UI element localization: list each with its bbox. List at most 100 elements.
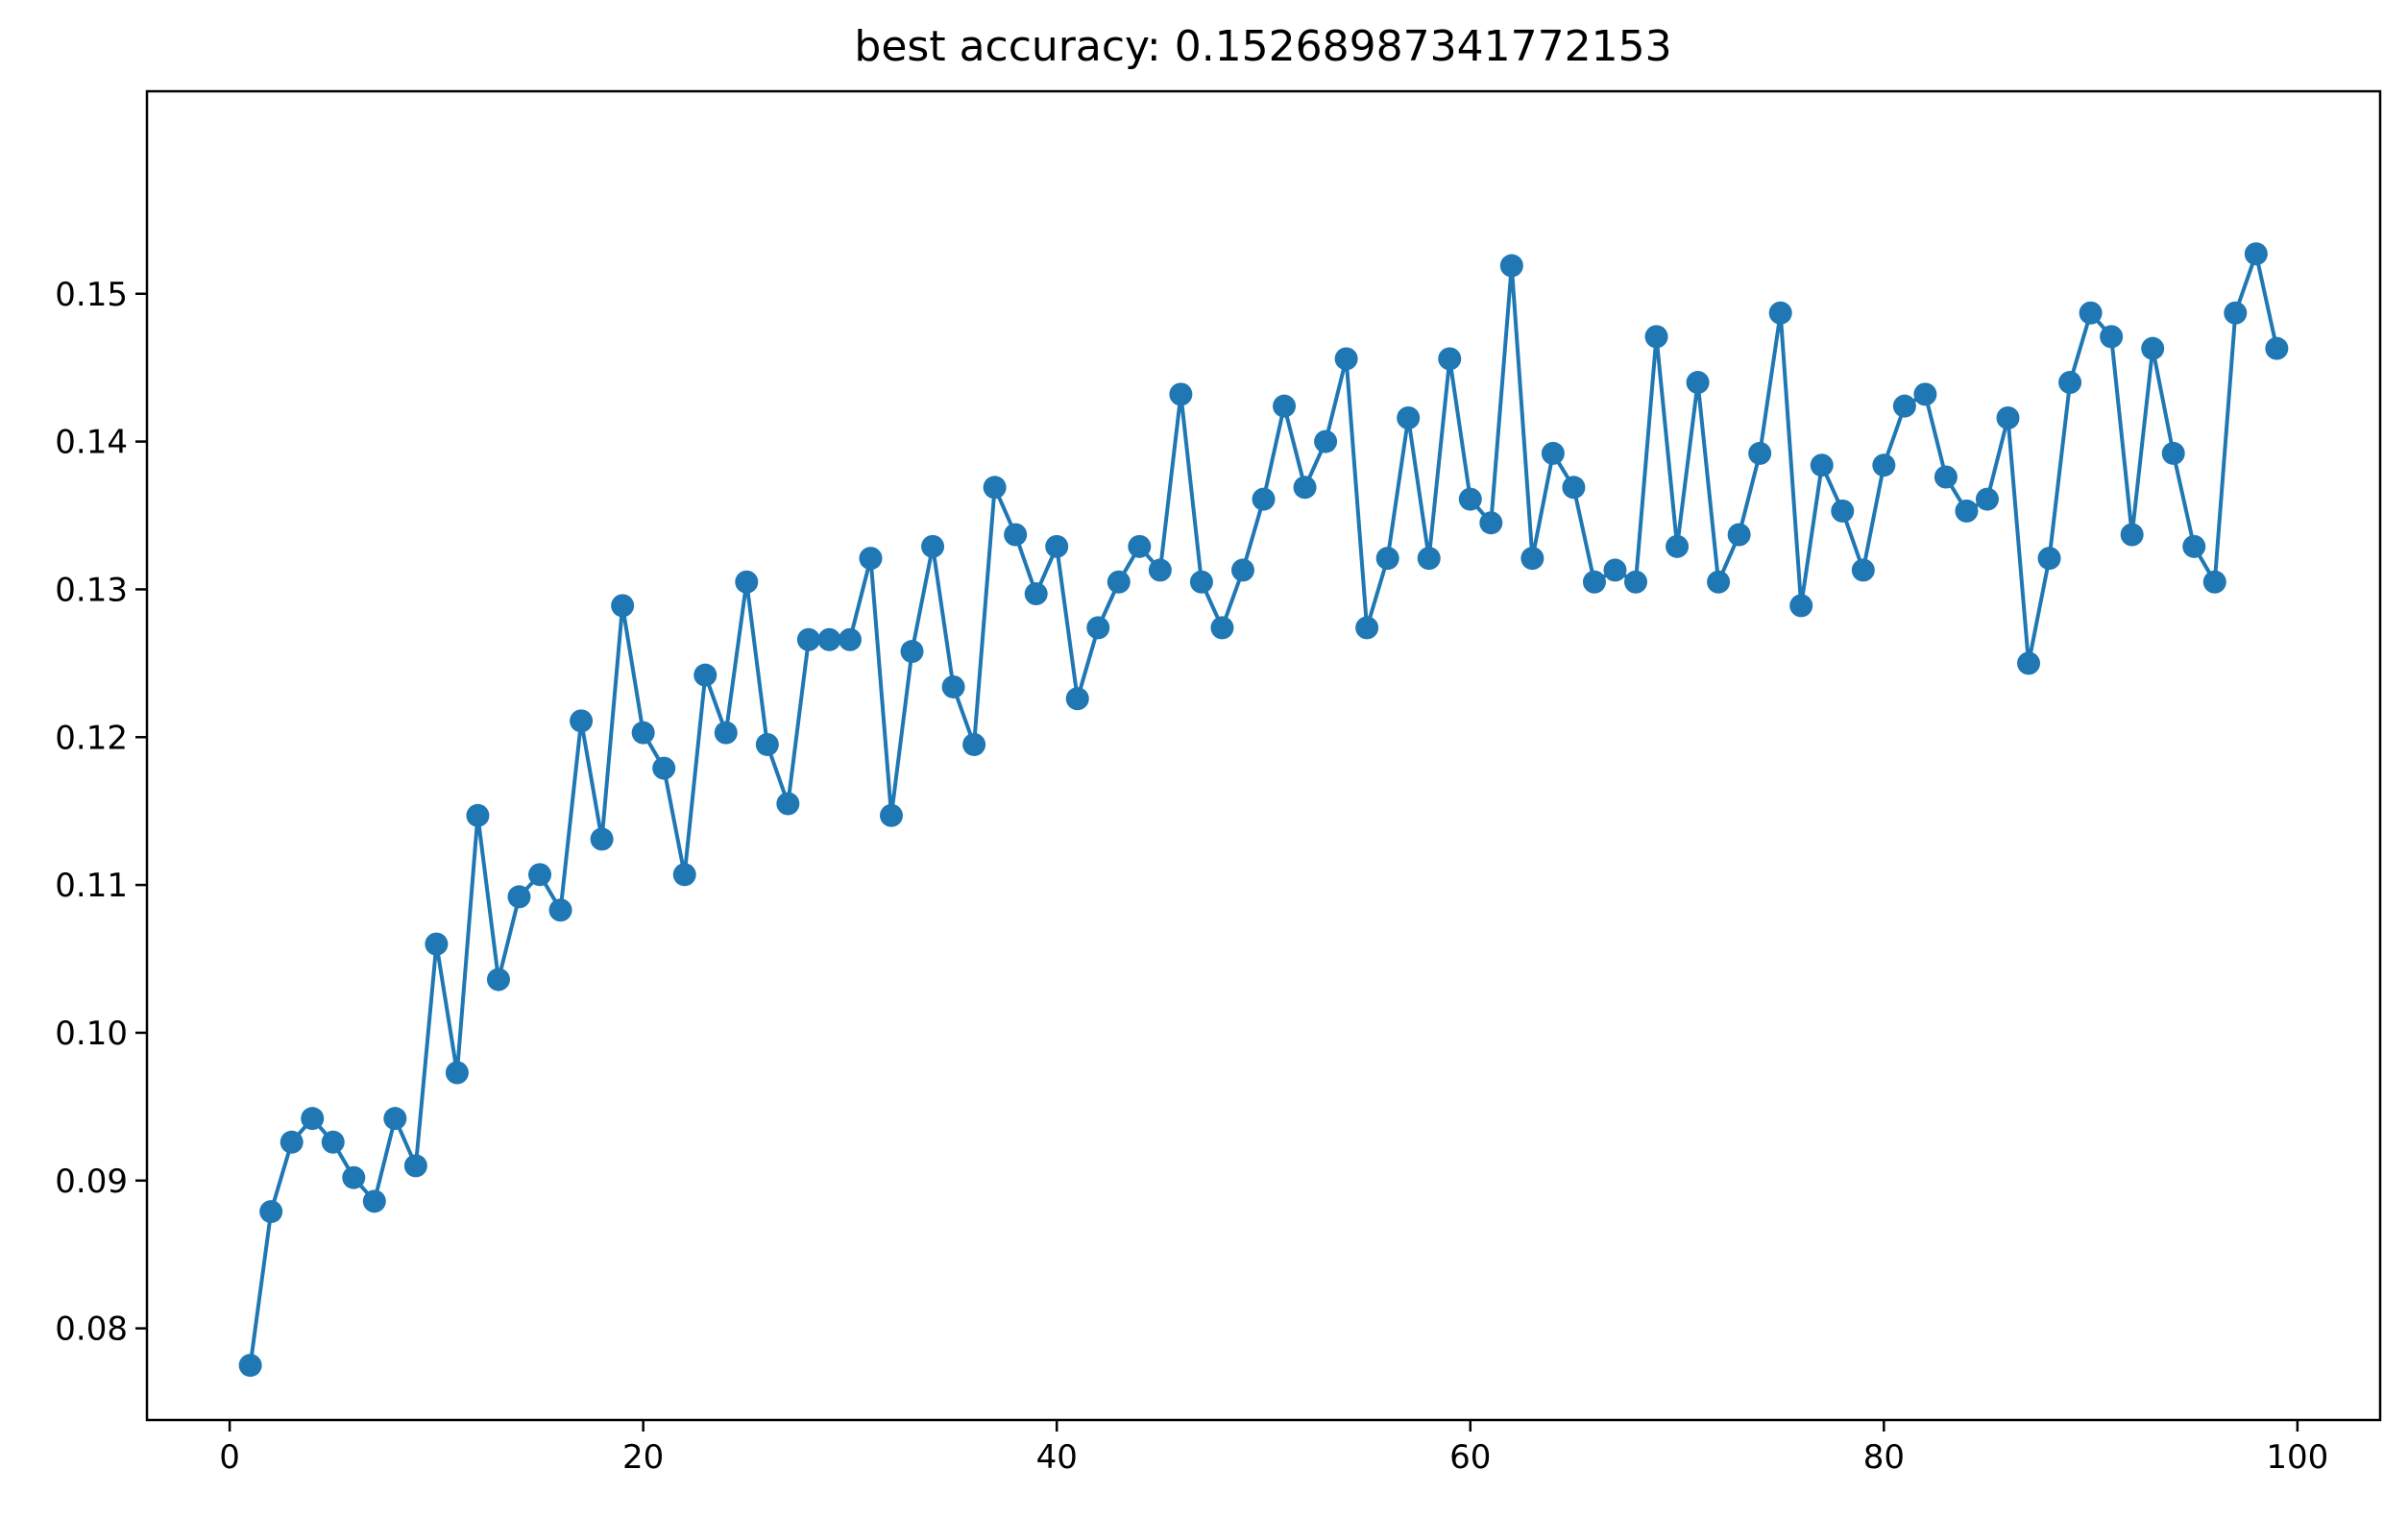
data-point xyxy=(611,594,635,618)
data-point xyxy=(652,756,676,780)
data-point xyxy=(1913,382,1937,406)
data-point xyxy=(2224,301,2248,325)
data-point xyxy=(1458,487,1482,511)
data-point xyxy=(1748,441,1772,465)
data-point xyxy=(1438,347,1462,371)
data-point xyxy=(1831,499,1855,523)
data-point xyxy=(1996,405,2020,429)
data-point xyxy=(1934,465,1958,489)
data-point xyxy=(2161,441,2185,465)
data-point xyxy=(445,1061,469,1085)
data-point xyxy=(238,1354,262,1378)
data-point xyxy=(301,1107,325,1131)
data-point xyxy=(1004,523,1028,547)
axes-frame xyxy=(145,89,2382,1422)
data-point xyxy=(2079,301,2103,325)
data-point xyxy=(796,627,820,651)
x-tick-label: 100 xyxy=(2266,1438,2328,1477)
data-point xyxy=(921,534,945,558)
y-tick-label: 0.12 xyxy=(55,719,128,757)
data-point xyxy=(1975,487,1999,511)
data-point xyxy=(1065,687,1089,711)
data-point xyxy=(1086,616,1110,640)
data-point xyxy=(590,827,614,851)
data-point xyxy=(342,1165,366,1189)
data-point xyxy=(1851,558,1875,582)
data-point xyxy=(259,1200,283,1224)
data-point xyxy=(1479,511,1503,535)
data-point xyxy=(735,570,759,594)
data-point xyxy=(1334,347,1358,371)
y-tick-label: 0.13 xyxy=(55,571,128,609)
y-tick-label: 0.15 xyxy=(55,276,128,314)
y-tick-label: 0.10 xyxy=(55,1015,128,1053)
data-point xyxy=(1148,558,1172,582)
data-point xyxy=(528,863,552,887)
data-point xyxy=(2100,325,2124,349)
data-point xyxy=(1541,441,1565,465)
data-point xyxy=(1562,476,1586,500)
x-tick-label: 40 xyxy=(1036,1438,1078,1477)
data-point xyxy=(1355,616,1379,640)
data-point xyxy=(776,792,800,816)
data-point xyxy=(755,732,779,756)
data-point xyxy=(1024,582,1048,606)
data-point xyxy=(1955,499,1979,523)
y-tick-label: 0.11 xyxy=(55,867,128,905)
data-point xyxy=(466,803,490,827)
data-point xyxy=(2037,547,2061,571)
data-point xyxy=(1417,547,1441,571)
data-point xyxy=(672,863,696,887)
data-point xyxy=(941,674,965,698)
data-point xyxy=(1872,453,1896,477)
series-line xyxy=(248,246,2279,1366)
data-point xyxy=(1520,547,1545,571)
data-point xyxy=(1686,371,1710,395)
data-point xyxy=(362,1189,386,1213)
data-point xyxy=(383,1107,407,1131)
y-tick-label: 0.08 xyxy=(55,1310,128,1349)
data-point xyxy=(1210,616,1234,640)
y-tick-label: 0.14 xyxy=(55,424,128,462)
data-point xyxy=(1189,570,1213,594)
data-point xyxy=(1624,570,1647,594)
data-point xyxy=(1892,394,1916,418)
data-point xyxy=(1789,594,1813,618)
data-point xyxy=(425,932,449,956)
data-point xyxy=(859,547,883,571)
data-point xyxy=(693,663,718,687)
data-point xyxy=(1293,476,1317,500)
data-point xyxy=(1810,453,1834,477)
data-point xyxy=(1252,487,1276,511)
data-point xyxy=(2141,336,2165,360)
y-axis: 0.08 0.09 0.10 0.11 0.12 0.13 0.14 0.15 xyxy=(55,276,147,1349)
chart-title: best accuracy: 0.15268987341772153 xyxy=(854,22,1671,71)
x-tick-label: 20 xyxy=(622,1438,664,1477)
data-point xyxy=(1045,534,1069,558)
data-point xyxy=(1582,570,1606,594)
y-tick-label: 0.09 xyxy=(55,1163,128,1201)
x-tick-label: 80 xyxy=(1863,1438,1905,1477)
data-point xyxy=(900,640,924,664)
data-point xyxy=(1169,382,1193,406)
data-point xyxy=(962,732,986,756)
data-point xyxy=(1397,405,1421,429)
data-point xyxy=(983,476,1007,500)
data-point xyxy=(570,709,594,733)
data-point xyxy=(403,1154,427,1178)
data-point xyxy=(2058,371,2082,395)
data-point xyxy=(2017,651,2041,675)
data-point xyxy=(1230,558,1254,582)
data-point xyxy=(1273,394,1297,418)
x-axis: 0 20 40 60 80 100 xyxy=(219,1420,2328,1477)
series-markers xyxy=(238,242,2289,1378)
data-point xyxy=(2265,336,2289,360)
x-tick-label: 60 xyxy=(1449,1438,1491,1477)
data-point xyxy=(631,721,655,745)
data-point xyxy=(880,803,903,827)
data-point xyxy=(1107,570,1131,594)
data-point xyxy=(1727,523,1751,547)
data-point xyxy=(1128,534,1152,558)
data-point xyxy=(817,627,841,651)
